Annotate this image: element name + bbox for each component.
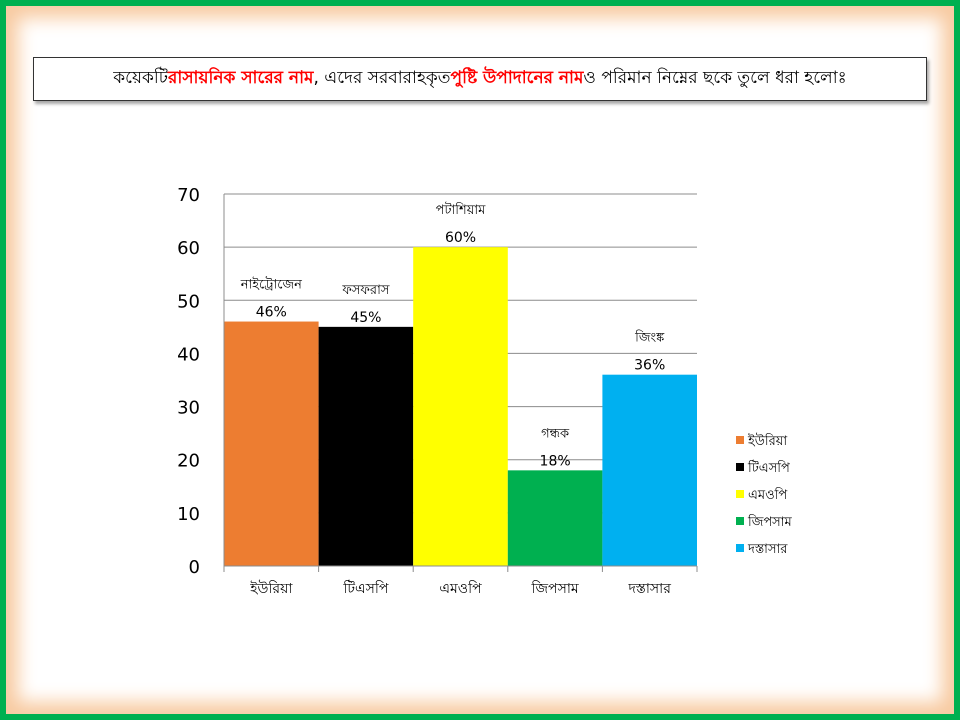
bar bbox=[413, 247, 508, 566]
slide-title: কয়েকটি রাসায়নিক সারের নাম , এদের সরবার… bbox=[33, 57, 927, 101]
data-label: 60% bbox=[445, 230, 476, 246]
legend-swatch bbox=[736, 517, 744, 525]
y-tick-label: 0 bbox=[189, 557, 200, 578]
legend-label: জিপসাম bbox=[747, 514, 793, 530]
bar bbox=[318, 326, 414, 566]
title-part-4: পুষ্টি উপাদানের নাম bbox=[450, 68, 584, 88]
data-label: 18% bbox=[540, 453, 571, 469]
y-tick-label: 20 bbox=[177, 451, 200, 472]
bar bbox=[507, 470, 603, 566]
legend-label: টিএসপি bbox=[747, 460, 790, 476]
legend-swatch bbox=[736, 490, 744, 498]
y-tick-label: 50 bbox=[177, 291, 200, 312]
nutrient-label: ফসফরাস bbox=[341, 283, 390, 298]
title-part-3: , এদের সরবারাহকৃত bbox=[313, 68, 451, 88]
nutrient-label: পটাশিয়াম bbox=[436, 202, 487, 218]
x-tick-label: টিএসপি bbox=[342, 580, 389, 597]
bar bbox=[224, 321, 319, 566]
title-part-1: কয়েকটি bbox=[113, 68, 169, 88]
y-tick-label: 60 bbox=[177, 238, 200, 259]
data-label: 36% bbox=[634, 358, 665, 374]
legend-swatch bbox=[736, 463, 744, 471]
legend-label: দস্তাসার bbox=[747, 542, 788, 557]
legend-swatch bbox=[736, 544, 744, 552]
nutrient-label: গন্ধক bbox=[541, 426, 570, 441]
y-tick-label: 10 bbox=[177, 504, 200, 525]
y-tick-label: 70 bbox=[177, 185, 200, 206]
x-tick-label: জিপসাম bbox=[531, 580, 579, 597]
data-label: 45% bbox=[350, 310, 381, 326]
title-part-5: ও পরিমান নিম্নের ছকে তুলে ধরা হলোঃ bbox=[583, 68, 847, 88]
x-tick-label: ইউরিয়া bbox=[249, 580, 293, 597]
legend-label: ইউরিয়া bbox=[747, 433, 787, 449]
bar bbox=[602, 374, 697, 566]
y-tick-label: 40 bbox=[177, 344, 200, 365]
data-label: 46% bbox=[256, 305, 287, 321]
legend-swatch bbox=[736, 436, 744, 444]
nutrient-label: জিংঙ্ক bbox=[634, 330, 665, 346]
title-part-2: রাসায়নিক সারের নাম bbox=[168, 68, 314, 88]
x-tick-label: দস্তাসার bbox=[627, 581, 671, 597]
y-tick-label: 30 bbox=[177, 398, 200, 419]
legend-label: এমওপি bbox=[748, 487, 787, 503]
nutrient-label: নাইট্রোজেন bbox=[240, 277, 302, 293]
x-tick-label: এমওপি bbox=[439, 580, 482, 597]
